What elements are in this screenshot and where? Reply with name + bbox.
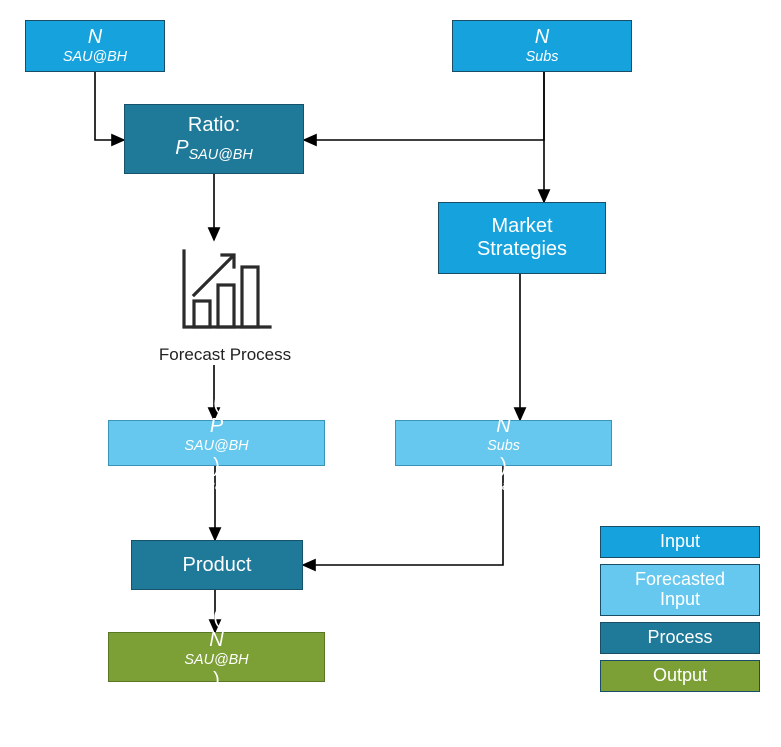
legend-input-label: Input (660, 532, 700, 552)
node-n-sau-bh: NSAU@BH (25, 20, 165, 72)
node-ratio: Ratio: PSAU@BH (124, 104, 304, 174)
legend-process-label: Process (647, 628, 712, 648)
node-nsubs-forecasted: (NSubs)forecasted (395, 420, 612, 466)
legend-input: Input (600, 526, 760, 558)
legend-output-label: Output (653, 666, 707, 686)
legend-fc-line1: Forecasted (635, 570, 725, 590)
market-line2: Strategies (477, 238, 567, 261)
legend-forecasted-input: Forecasted Input (600, 564, 760, 616)
legend-fc-line2: Input (635, 590, 725, 610)
flowchart-stage: NSAU@BH NSubs Ratio: PSAU@BH Market Stra… (0, 0, 781, 747)
forecast-process-label: Forecast Process (150, 345, 300, 365)
ratio-line1: Ratio: (188, 114, 240, 137)
node-p-forecasted: (PSAU@BH)forecasted (108, 420, 325, 466)
node-product: Product (131, 540, 303, 590)
legend-output: Output (600, 660, 760, 692)
product-label: Product (183, 554, 252, 577)
legend-process: Process (600, 622, 760, 654)
node-n-subs: NSubs (452, 20, 632, 72)
ratio-line2: PSAU@BH (175, 137, 253, 164)
forecast-chart-icon (170, 245, 280, 340)
node-market-strategies: Market Strategies (438, 202, 606, 274)
node-n-out-forecasted: (NSAU@BH)forecasted (108, 632, 325, 682)
market-line1: Market (491, 215, 552, 238)
